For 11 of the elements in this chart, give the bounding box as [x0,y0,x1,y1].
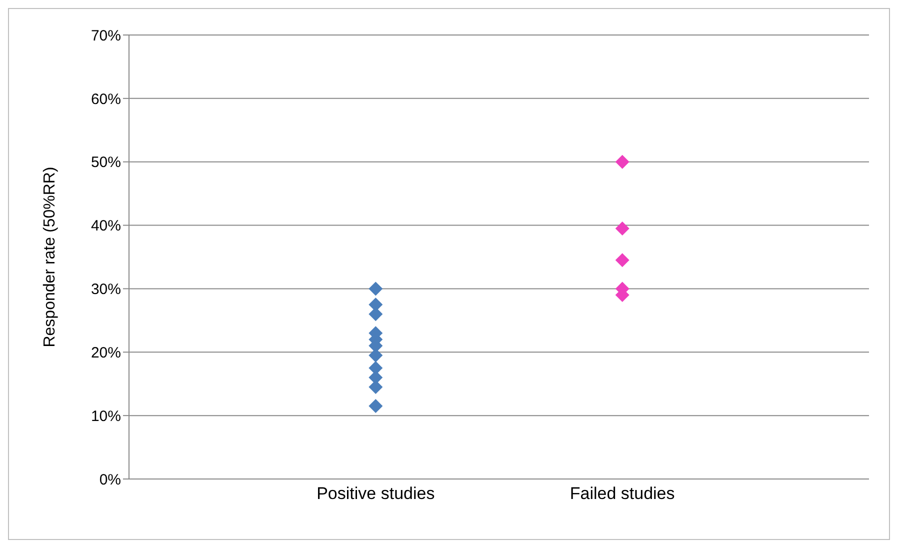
y-tick-label: 60% [90,90,121,108]
y-tick-label: 40% [90,218,121,235]
y-tick-label: 30% [90,281,121,298]
y-tick-label: 0% [99,471,121,488]
y-tick-label: 10% [90,408,121,425]
y-tick-label: 70% [90,27,121,44]
x-tick-label: Positive studies [316,484,435,504]
y-tick-label: 20% [90,344,121,362]
y-axis-title: Responder rate (50%RR) [42,166,59,348]
y-tick-label: 50% [90,154,121,172]
x-tick-label: Failed studies [570,484,675,504]
